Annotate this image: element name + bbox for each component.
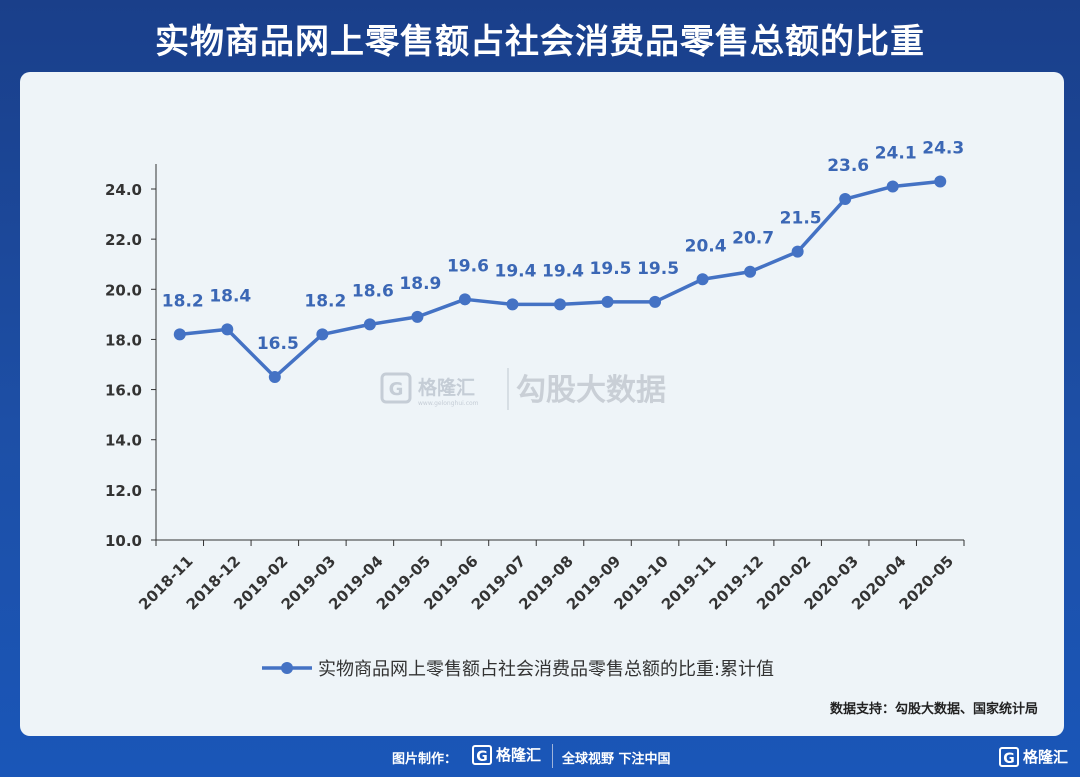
data-label: 20.4 bbox=[685, 236, 727, 256]
data-label: 24.1 bbox=[875, 143, 917, 163]
watermark-brand-url: www.gelonghui.com bbox=[418, 400, 479, 407]
footer-logo-text: 格隆汇 bbox=[496, 746, 542, 764]
chart-panel: G 格隆汇 www.gelonghui.com 勾股大数据 10.0 12.0 14.0 1… bbox=[20, 72, 1064, 736]
data-label: 21.5 bbox=[780, 209, 822, 229]
data-label: 18.4 bbox=[209, 286, 251, 306]
chart-title: 实物商品网上零售额占社会消费品零售总额的比重 bbox=[155, 22, 925, 62]
data-label: 19.5 bbox=[590, 259, 632, 279]
g-logo-icon: G bbox=[472, 744, 492, 765]
data-label: 18.6 bbox=[352, 281, 394, 301]
y-tick-label: 16.0 bbox=[105, 382, 142, 400]
data-point bbox=[458, 293, 471, 306]
y-tick-label: 14.0 bbox=[105, 432, 142, 450]
footer-divider bbox=[552, 744, 553, 768]
data-point bbox=[411, 310, 424, 323]
data-point bbox=[363, 318, 376, 331]
y-tick-label: 24.0 bbox=[105, 181, 142, 199]
data-label: 19.5 bbox=[637, 259, 679, 279]
data-source: 数据支持：勾股大数据、国家统计局 bbox=[829, 702, 1038, 717]
data-label: 19.4 bbox=[494, 261, 536, 281]
legend-marker-icon bbox=[281, 662, 293, 674]
data-point bbox=[934, 175, 947, 188]
data-point bbox=[744, 265, 757, 278]
data-point bbox=[649, 295, 662, 308]
corner-logo: G 格隆汇 bbox=[998, 746, 1068, 767]
data-point bbox=[316, 328, 329, 341]
data-point bbox=[221, 323, 234, 336]
data-point bbox=[554, 298, 566, 311]
footer-slogan: 全球视野 下注中国 bbox=[562, 752, 671, 767]
corner-logo-text: 格隆汇 bbox=[1022, 748, 1068, 766]
legend-label: 实物商品网上零售额占社会消费品零售总额的比重:累计值 bbox=[318, 659, 774, 680]
data-point bbox=[173, 328, 186, 341]
data-point bbox=[601, 295, 614, 308]
data-label: 18.9 bbox=[399, 274, 441, 294]
y-tick-label: 22.0 bbox=[105, 231, 142, 249]
data-label: 24.3 bbox=[922, 138, 964, 158]
footer-logo: G 格隆汇 bbox=[472, 744, 541, 765]
footer: 图片制作： G 格隆汇 全球视野 下注中国 bbox=[0, 742, 1080, 772]
corner-g-logo-icon: G bbox=[998, 746, 1019, 767]
y-tick-label: 10.0 bbox=[105, 532, 142, 550]
series-layer: 18.2 18.416.518.218.6 18.919.6 19.4 19.4 19.5… bbox=[162, 138, 964, 384]
data-point bbox=[791, 245, 804, 258]
data-label: 19.4 bbox=[542, 261, 584, 281]
data-point bbox=[696, 273, 709, 286]
y-tick-label: 20.0 bbox=[105, 281, 142, 299]
data-point bbox=[268, 371, 281, 384]
data-point bbox=[886, 180, 899, 193]
watermark-brand: 格隆汇 bbox=[418, 376, 475, 399]
footer-label: 图片制作： bbox=[392, 752, 458, 767]
y-tick-label: 12.0 bbox=[105, 482, 142, 500]
watermark-product: 勾股大数据 bbox=[516, 373, 666, 408]
y-tick-label: 18.0 bbox=[105, 331, 142, 349]
data-label: 18.2 bbox=[162, 291, 204, 311]
data-label: 16.5 bbox=[257, 334, 299, 354]
watermark-logo-letter: G bbox=[389, 379, 404, 400]
data-point bbox=[839, 193, 852, 206]
watermark-logo-icon bbox=[380, 372, 412, 404]
data-label: 19.6 bbox=[447, 256, 489, 276]
data-label: 23.6 bbox=[827, 156, 869, 176]
data-label: 18.2 bbox=[304, 291, 346, 311]
legend: 实物商品网上零售额占社会消费品零售总额的比重:累计值 bbox=[262, 659, 774, 680]
data-label: 20.7 bbox=[732, 229, 774, 249]
data-point bbox=[506, 298, 519, 311]
